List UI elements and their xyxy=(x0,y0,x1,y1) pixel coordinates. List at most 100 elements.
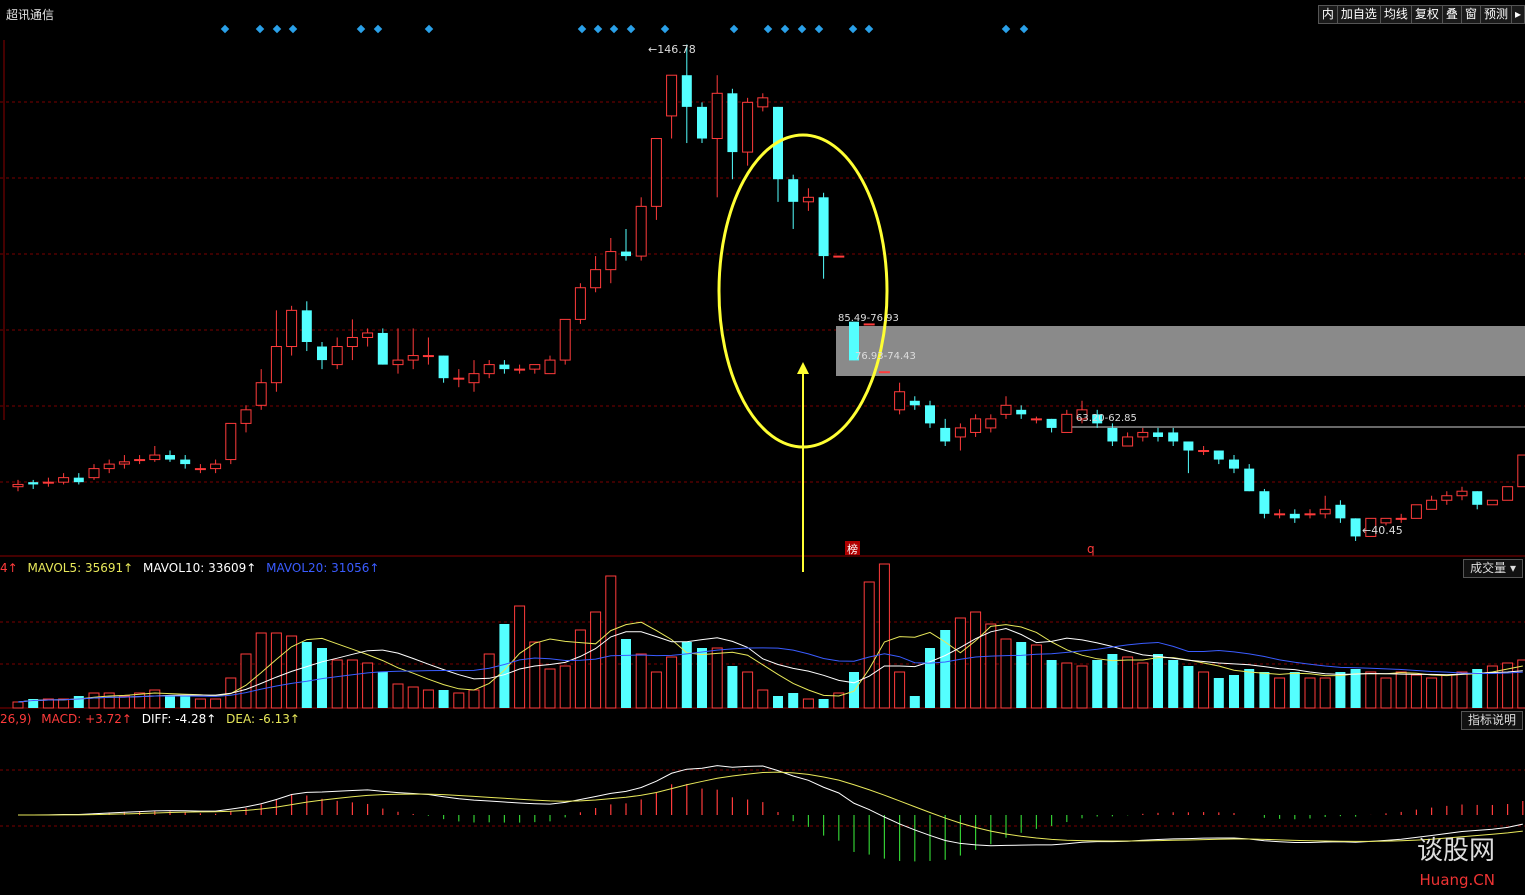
volume-indicator-dropdown[interactable]: 成交量 ▾ xyxy=(1463,559,1523,578)
toolbar-button-overlay[interactable]: 叠 xyxy=(1441,5,1462,24)
volume-bar xyxy=(1229,675,1239,708)
candle-body xyxy=(666,74,678,117)
dea-label: DEA: -6.13↑ xyxy=(226,712,300,726)
signal-diamond xyxy=(424,24,434,34)
candle-body xyxy=(1016,409,1027,415)
candle-body xyxy=(1350,518,1361,537)
toolbar-button-window[interactable]: 窗 xyxy=(1460,5,1481,24)
volume-bar xyxy=(802,698,814,709)
candle-body xyxy=(1092,414,1103,424)
candle-body xyxy=(1168,432,1179,442)
candle-body xyxy=(1289,513,1300,519)
mavol20-label: MAVOL20: 31056↑ xyxy=(266,561,380,575)
volume-bar xyxy=(1274,677,1286,709)
candle-body xyxy=(590,269,602,289)
volume-bar xyxy=(1213,678,1224,708)
volume-bar xyxy=(1198,671,1210,709)
candle-body xyxy=(483,364,495,375)
candle-body xyxy=(12,483,24,488)
candle-body xyxy=(1304,513,1316,516)
candle-body xyxy=(149,454,161,461)
volume-ma-line xyxy=(17,621,1523,703)
signal-diamond xyxy=(797,24,807,34)
candle-body xyxy=(286,309,298,348)
volume-bar xyxy=(727,666,738,708)
candle-body xyxy=(954,427,966,438)
candle-body xyxy=(711,92,723,140)
volume-bar xyxy=(909,696,920,708)
signal-diamond xyxy=(593,24,603,34)
candle-body xyxy=(925,405,935,424)
volume-bar xyxy=(301,642,312,708)
volume-bar xyxy=(499,624,510,708)
volume-bar xyxy=(1183,666,1194,708)
toolbar-arrow-icon[interactable]: ▸ xyxy=(1510,5,1525,24)
gap-label-3: 63.20-62.85 xyxy=(1076,413,1137,424)
volume-bar xyxy=(818,699,829,708)
volume-bar xyxy=(1289,672,1300,708)
volume-bar xyxy=(985,623,997,709)
candle-body xyxy=(1426,499,1438,510)
toolbar-button-adjust[interactable]: 复权 xyxy=(1410,5,1443,24)
volume-bar xyxy=(849,672,859,708)
candle-body xyxy=(1122,436,1134,447)
candle-body xyxy=(1486,499,1498,506)
volume-bar xyxy=(286,635,298,709)
candle-body xyxy=(727,93,738,153)
volume-bar xyxy=(149,689,161,709)
volume-bar xyxy=(1030,644,1042,709)
volume-bar xyxy=(711,647,723,709)
candle-body xyxy=(802,196,814,203)
volume-bar xyxy=(666,656,678,709)
volume-bar xyxy=(1456,671,1468,709)
volume-bar xyxy=(1335,672,1346,708)
candle-body xyxy=(529,364,541,370)
candle-body xyxy=(210,463,222,470)
volume-bar xyxy=(863,581,875,709)
volume-bar xyxy=(180,696,191,708)
candle-body xyxy=(1107,427,1118,442)
volume-bar xyxy=(270,632,282,709)
signal-diamond xyxy=(356,24,366,34)
volume-bar xyxy=(240,653,252,709)
candle-body xyxy=(468,373,480,384)
volume-bar xyxy=(346,659,358,709)
candle-body xyxy=(88,468,100,479)
toolbar-button-moving-average[interactable]: 均线 xyxy=(1379,5,1412,24)
candle-body xyxy=(574,287,586,320)
indicator-help-button[interactable]: 指标说明 xyxy=(1460,711,1523,730)
volume-ma-line xyxy=(17,627,1523,703)
mavol5-label: MAVOL5: 35691↑ xyxy=(27,561,134,575)
candle-body xyxy=(1046,418,1057,428)
candle-body xyxy=(635,205,647,257)
toolbar-button-add-watchlist[interactable]: 加自选 xyxy=(1336,5,1381,24)
candle-body xyxy=(438,355,449,379)
volume-bar xyxy=(650,671,662,709)
volume-bar xyxy=(407,686,419,709)
candle-body xyxy=(180,459,191,465)
volume-bar xyxy=(422,689,434,709)
candle-body xyxy=(1274,513,1286,516)
candle-body xyxy=(1244,468,1255,492)
volume-bar xyxy=(1259,672,1270,708)
volume-bar xyxy=(1092,660,1103,708)
volume-bar xyxy=(1046,660,1057,708)
candle-body xyxy=(1456,490,1468,497)
signal-diamond xyxy=(864,24,874,34)
volume-bar xyxy=(1016,642,1027,708)
volume-bar xyxy=(1380,677,1392,709)
volume-bar xyxy=(1304,677,1316,709)
toolbar-button-forecast[interactable]: 预测 xyxy=(1479,5,1512,24)
gap-label-1: 85.49-76.93 xyxy=(838,313,899,324)
toolbar-button-nei[interactable]: 内 xyxy=(1317,5,1338,24)
volume-bar xyxy=(833,692,845,709)
low-price-label: ←40.45 xyxy=(1362,524,1403,537)
candle-body xyxy=(894,391,906,411)
volume-bar xyxy=(1153,654,1163,708)
signal-diamond xyxy=(255,24,265,34)
volume-bar xyxy=(1441,674,1453,709)
candle-body xyxy=(940,427,951,442)
volume-bar xyxy=(165,696,175,708)
